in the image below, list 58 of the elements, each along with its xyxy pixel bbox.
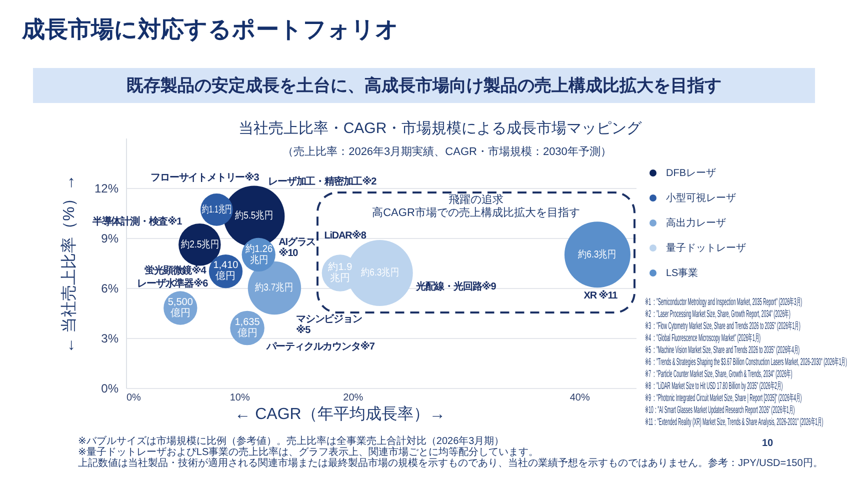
text: ※4 ："Global Fluorescence Microscopy Market" (2026年1月) (645, 333, 761, 344)
y-tick-label: 3% (101, 332, 119, 346)
text: ※6 ："Trends & Strategies Shaping the $3.67 Billion Construction Lasers Market, 2026-2030" (2026年1月) (645, 357, 847, 368)
chart-title: 当社売上比率・CAGR・市場規模による成長市場マッピング (238, 120, 642, 138)
text: ※9 ："Photonic Integrated Circuit Market Size, Share | Report [2035]" (2026年4月) (645, 393, 802, 404)
text: 10 (762, 438, 774, 449)
text: 成長市場に対応するポートフォリオ (22, 16, 399, 42)
annotation: レーザ加工・精密加工※2 (268, 176, 376, 188)
y-axis-title: ← 当社売上比率（%）→ (61, 174, 79, 354)
annotation: フローサイトメトリー※3 (150, 172, 259, 184)
y-tick-label: 6% (101, 282, 119, 296)
annotation: 1,410 億円 (213, 260, 238, 282)
annotation: 約6.3兆円 (578, 249, 616, 260)
legend-label: 高出力レーザ (666, 217, 726, 229)
text: ※5 ："Machine Vision Market Size, Share and Trends 2026 to 2035" (2026年4月) (645, 345, 800, 356)
x-axis-title: ← CAGR（年平均成長率）→ (234, 406, 446, 424)
text: ※1 ："Semiconductor Metrology and Inspection Market, 2035 Report" (2026年3月) (645, 297, 802, 308)
text: （売上比率：2026年3月期実績、CAGR・市場規模：2030年予測） (282, 146, 612, 158)
text: ※11："Extended Reality (XR) Market Size, Trends & Share Analysis, 2026-2031" (2026年1月) (645, 417, 824, 428)
text: ※3 ："Flow Cytometry Market Size, Share and Trends 2026 to 2035" (2026年1月) (645, 321, 800, 332)
annotation: 約1.26 兆円 (245, 244, 272, 266)
annotation: 蛍光顕微鏡※4 (144, 266, 206, 277)
text: ※7 ："Particle Counter Market Size, Share, Growth & Trends, 2034" (2026年) (645, 369, 792, 380)
annotation: 約3.7兆円 (255, 282, 294, 294)
y-tick-label: 12% (94, 182, 119, 196)
text: ※バブルサイズは市場規模に比例（参考値）。売上比率は全事業売上合計対比（2026年3月期） (78, 436, 504, 447)
legend-label: DFBレーザ (666, 168, 716, 179)
text: ※10："AI Smart Glasses Market Updated Research Report 2026" (2026年1月) (645, 405, 795, 416)
legend-label: 量子ドットレーザ (666, 243, 746, 254)
text: 既存製品の安定成長を土台に、高成長市場向け製品の売上構成比拡大を目指す (33, 68, 815, 103)
annotation: XR ※11 (584, 290, 618, 302)
text: 上記数値は当社製品・技術が適用される関連市場または最終製品市場の規模を示すものであり、当社の業績予想を示すものではありません。参考：JPY/USD=150円。 (78, 458, 823, 469)
annotation: 約2.5兆円 (180, 239, 219, 250)
annotation: レーザ水準器※6 (137, 278, 208, 290)
text: ※量子ドットレーザおよびLS事業の売上比率は、グラフ表示上、関連市場ごとに均等配分しています。 (78, 447, 539, 458)
annotation: 5,500 億円 (168, 297, 193, 319)
annotation: 1,635 億円 (234, 317, 260, 339)
annotation: マシンビジョン ※5 (296, 314, 362, 336)
annotation: AIグラス ※10 (278, 236, 316, 259)
annotation: 約1.9 兆円 (328, 262, 352, 284)
legend-label: LS事業 (666, 267, 698, 279)
x-tick-label: 0% (126, 392, 142, 404)
annotation: 半導体計測・検査※1 (92, 216, 182, 228)
annotation: 約1.1兆円 (202, 204, 232, 216)
y-tick-label: 9% (101, 232, 119, 246)
annotation: 高CAGR市場での売上構成比拡大を目指す (372, 207, 580, 220)
x-tick-label: 20% (343, 392, 364, 404)
annotation: 約5.5兆円 (235, 210, 274, 222)
annotation: パーティクルカウンタ※7 (266, 342, 374, 352)
x-tick-label: 10% (230, 392, 250, 404)
x-tick-label: 40% (570, 392, 590, 404)
annotation: 飛躍の追求 (448, 194, 504, 206)
annotation: 約6.3兆円 (360, 268, 399, 278)
annotation: LiDAR※8 (324, 230, 366, 242)
legend-label: 小型可視レーザ (666, 192, 736, 204)
text: ※8 ："LiDAR Market Size to Hit USD 17.80 Billion by 2035" (2026年2月) (645, 381, 783, 392)
annotation: 光配線・光回路※9 (416, 282, 496, 292)
text: ※2 ："Laser Processing Market Size, Share, Growth Report, 2034" (2026年) (645, 309, 790, 320)
